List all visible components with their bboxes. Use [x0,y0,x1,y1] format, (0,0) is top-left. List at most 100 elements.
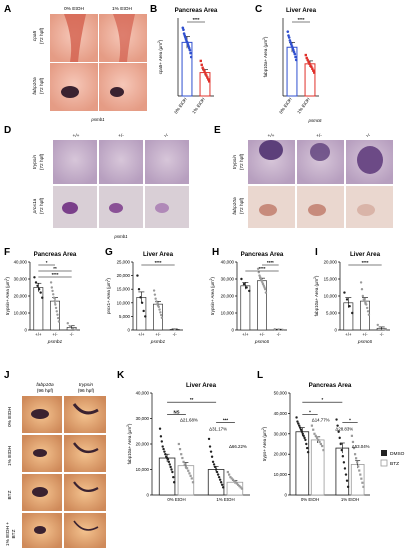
stain-d-2 [155,203,169,213]
point [188,472,191,475]
point [294,58,298,62]
point [152,289,156,292]
panel-b-letter: B [150,4,157,15]
point [213,465,217,469]
point [33,276,36,279]
point [314,434,317,437]
point [205,74,208,77]
point [240,487,244,490]
point [376,323,379,327]
point [191,481,195,484]
sig-label-0: **** [267,260,274,265]
point [154,297,157,300]
point [34,281,38,284]
point [229,476,232,479]
chart-title: Liver Area [350,251,381,258]
legend-swatch-btz [380,459,388,467]
legend-label-dmso: DMSO [390,451,405,457]
liver-e-0 [259,204,277,216]
point [54,303,57,306]
y-axis-label-part: 2 [126,425,130,427]
point [202,68,205,71]
y-tick-label-2: 20,000 [136,442,150,447]
point [240,277,243,281]
chart-H: H Pancreas Area 0 10,000 20,000 30,000 40,000 t… [209,247,287,345]
point [239,486,242,489]
point [293,52,297,56]
point [171,470,174,474]
chart-title: Liver Area [186,382,217,389]
point [365,306,369,310]
point [226,470,229,474]
point [296,420,299,423]
y-tick-label-4: 40,000 [274,411,288,416]
point [204,72,207,75]
panel-bc-caption: psmc6 [308,118,322,123]
point [245,286,248,289]
panel-a-row-0b: (72 hpf) [39,27,45,44]
y-tick-label-2: 20,000 [14,294,28,299]
chart-F: F Pancreas Area 0 10,000 20,000 30,000 40,000 t… [4,247,80,345]
point [157,305,160,309]
point [302,434,305,438]
panel-j-row-3b: BTZ [11,529,17,538]
chart-B: B Pancreas Area cpa5+ Area (µm2) 0% EtOH 1% … [150,4,218,115]
point [365,303,368,306]
point [248,289,251,293]
point [214,468,218,471]
point [218,478,222,481]
y-axis-label-part: 2 [157,41,161,43]
point [153,293,157,296]
y-tick-label-2: 20,000 [221,294,235,299]
y-axis-label-part: 2 [209,278,213,280]
bar-1 [199,72,211,97]
y-axis-label-part: fabp10a+ Area (µm [263,40,268,78]
sig-label-2: *** [223,418,228,423]
point [212,463,216,466]
photo-j-3 [64,435,106,472]
point [155,300,158,303]
x-axis-label: psmb1 [47,339,63,345]
panel-e-row-0b: (72 hpf) [239,153,245,170]
point [343,291,346,294]
stain-e-1 [310,143,330,161]
y-tick-label-1: 10,000 [136,467,150,472]
point [206,76,209,79]
point [140,301,144,304]
panel-j-row-1: 1% EtOH [7,445,13,466]
panel-e-col-0: +/+ [268,133,275,139]
point [307,60,310,64]
photo-j-5 [64,474,106,511]
point [361,294,365,298]
panel-c-letter: C [255,4,262,15]
point [168,463,171,466]
photo-d-2 [145,140,189,184]
point [183,34,187,37]
y-axis-label-part: 2 [313,277,317,279]
y-axis-label-part: 2 [262,38,266,40]
bar-btz-0 [310,439,325,496]
x-axis-label: psmc6 [357,339,372,345]
point [277,328,280,331]
point [351,440,355,444]
point [66,322,69,325]
point [346,485,350,489]
point [345,479,349,482]
point [57,320,61,323]
point [56,313,59,316]
point [287,34,290,37]
point [273,327,276,331]
point [164,453,167,456]
point [180,453,183,456]
point [167,460,171,464]
point [54,306,58,310]
panel-d-col-2: -/- [164,133,169,139]
panel-j-row-0: 0% EtOH [7,406,13,427]
point [305,56,308,60]
chart-C: C Liver Area fabp10a+ Area (µm2) 0% EtOH 1% … [255,4,319,115]
chart-K: K Liver Area 0 10,000 20,000 30,000 40,000 fabp… [117,370,250,502]
chart-title: Pancreas Area [34,251,77,258]
panel-j-letter: J [4,370,10,381]
point [292,48,295,52]
panel-k-letter: K [117,370,125,381]
